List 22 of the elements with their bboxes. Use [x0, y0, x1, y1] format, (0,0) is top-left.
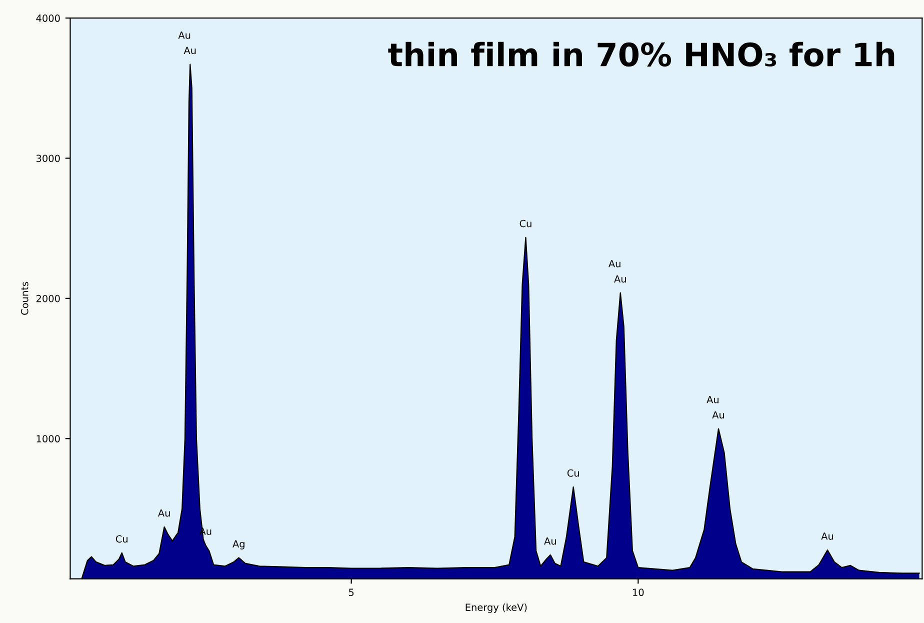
annotation: Cu: [520, 220, 532, 228]
annotation: Au: [614, 275, 626, 283]
annotation: Au: [712, 411, 724, 419]
y-tick-label: 2000: [36, 294, 60, 302]
annotation: Ag: [232, 540, 244, 550]
x-tick-label: 5: [348, 588, 354, 596]
x-axis-title: Energy (keV): [466, 603, 527, 613]
x-tick-label: 10: [633, 588, 644, 596]
annotation: Au: [544, 537, 556, 545]
annotation: Cu: [116, 535, 128, 543]
annotation: Au: [821, 532, 834, 540]
annotation: Au: [608, 260, 620, 268]
annotation: Au: [158, 509, 170, 517]
y-tick-label: 3000: [36, 154, 60, 162]
y-axis-title: Counts: [20, 282, 28, 315]
annotation: Au: [184, 46, 196, 54]
annotation: Au: [706, 396, 718, 404]
text: thin film in 70% HNO₃ for 1h: [388, 42, 894, 67]
y-tick-label: 4000: [36, 14, 60, 22]
annotation: Au: [178, 32, 190, 39]
y-tick-label: 1000: [36, 435, 60, 442]
annotation: Cu: [567, 469, 579, 477]
